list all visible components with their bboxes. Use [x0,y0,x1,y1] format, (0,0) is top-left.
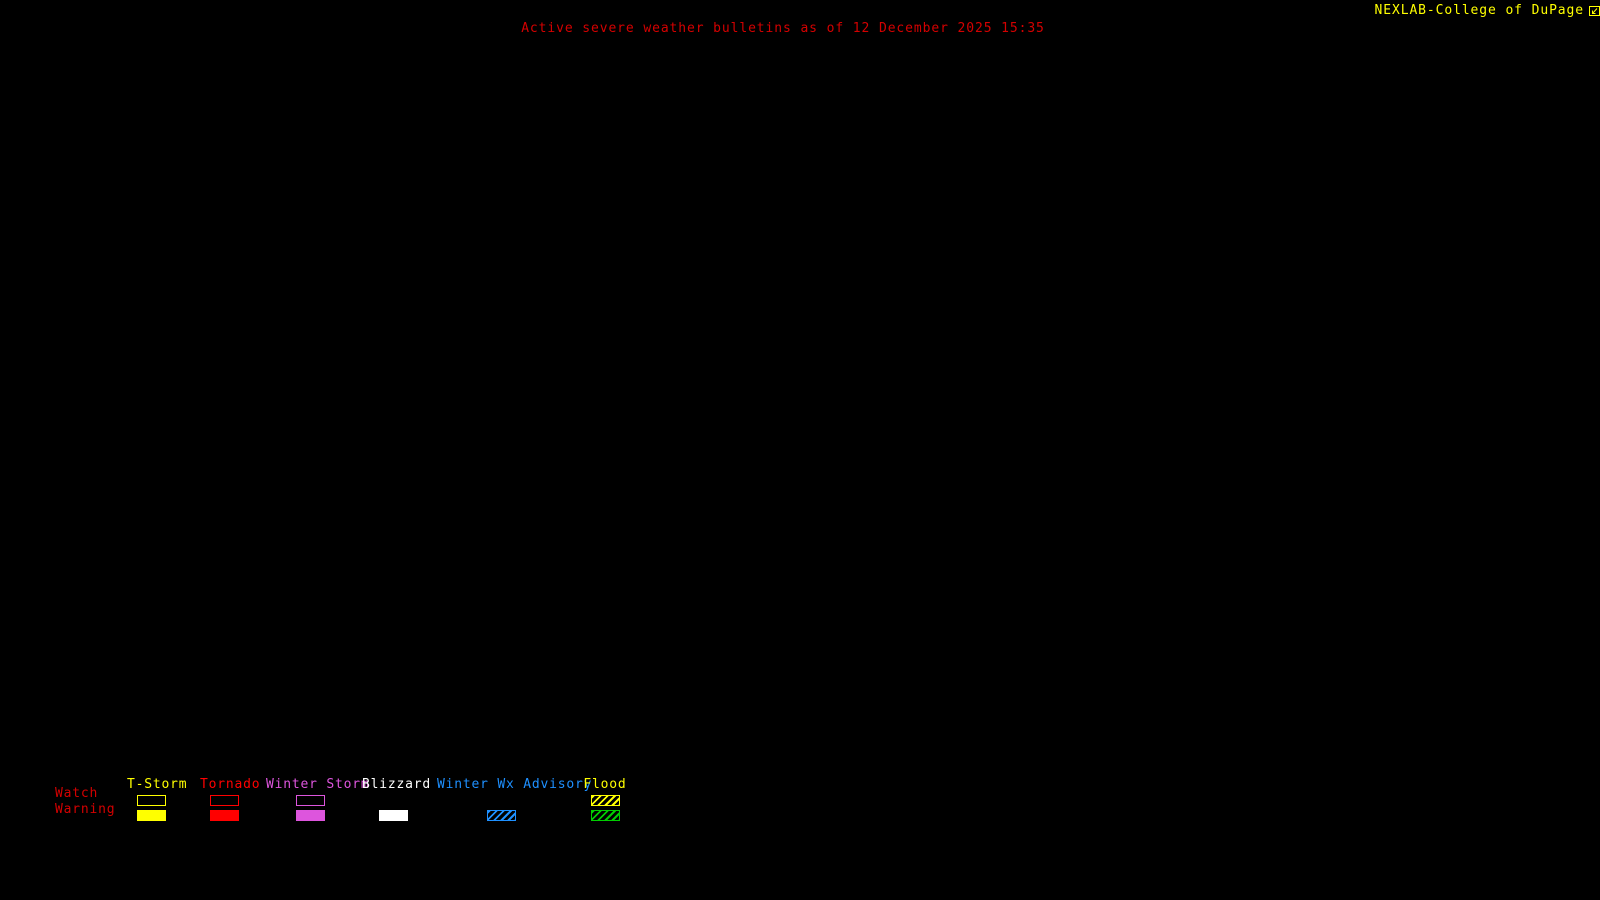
legend-warning-swatch-tornado [209,810,239,821]
legend-column-tornado: Tornado [200,777,261,822]
legend-watch-swatch-winter-storm [295,795,325,806]
branding: NEXLAB-College of DuPage [1375,3,1600,19]
legend-watch-slot-blizzard [362,794,424,807]
legend-watch-swatch-blizzard [379,795,408,806]
legend-column-t-storm: T-Storm [127,777,188,822]
legend-warning-swatch-winter-wx-advisory [486,810,516,821]
legend-label-blizzard: Blizzard [362,777,432,792]
legend: Watch Warning T-Storm Tornado Winter Sto… [0,774,1600,834]
legend-warning-slot-t-storm [127,809,175,822]
legend-watch-swatch-winter-wx-advisory [487,795,516,806]
legend-label-tornado: Tornado [200,777,261,792]
legend-watch-slot-tornado [200,794,248,807]
clipped-box-arrow-icon [1589,5,1600,17]
legend-warning-swatch-flood [590,810,620,821]
legend-column-blizzard: Blizzard [362,777,432,822]
page-title: Active severe weather bulletins as of 12… [521,21,1045,36]
branding-label: NEXLAB-College of DuPage [1374,3,1584,18]
legend-warning-slot-winter-storm [266,809,354,822]
legend-column-flood: Flood [583,777,627,822]
legend-warning-slot-flood [583,809,627,822]
legend-warning-slot-winter-wx-advisory [437,809,565,822]
legend-watch-slot-flood [583,794,627,807]
legend-watch-slot-winter-wx-advisory [437,794,565,807]
legend-watch-swatch-flood [590,795,620,806]
legend-warning-swatch-t-storm [136,810,166,821]
legend-watch-slot-winter-storm [266,794,354,807]
legend-warning-slot-blizzard [362,809,424,822]
legend-label-winter-storm: Winter Storm [266,777,370,792]
legend-warning-swatch-blizzard [378,810,408,821]
legend-row-labels: Watch Warning [55,786,115,818]
legend-column-winter-wx-advisory: Winter Wx Advisory [437,777,593,822]
legend-row-label-warning: Warning [55,802,116,817]
legend-label-t-storm: T-Storm [127,777,188,792]
weather-map-canvas[interactable] [0,44,1600,774]
legend-watch-slot-t-storm [127,794,175,807]
legend-watch-swatch-t-storm [136,795,166,806]
legend-column-winter-storm: Winter Storm [266,777,370,822]
legend-watch-swatch-tornado [209,795,239,806]
legend-warning-swatch-winter-storm [295,810,325,821]
legend-label-flood: Flood [583,777,627,792]
legend-warning-slot-tornado [200,809,248,822]
legend-label-winter-wx-advisory: Winter Wx Advisory [437,777,593,792]
legend-row-label-watch: Watch [55,786,99,801]
